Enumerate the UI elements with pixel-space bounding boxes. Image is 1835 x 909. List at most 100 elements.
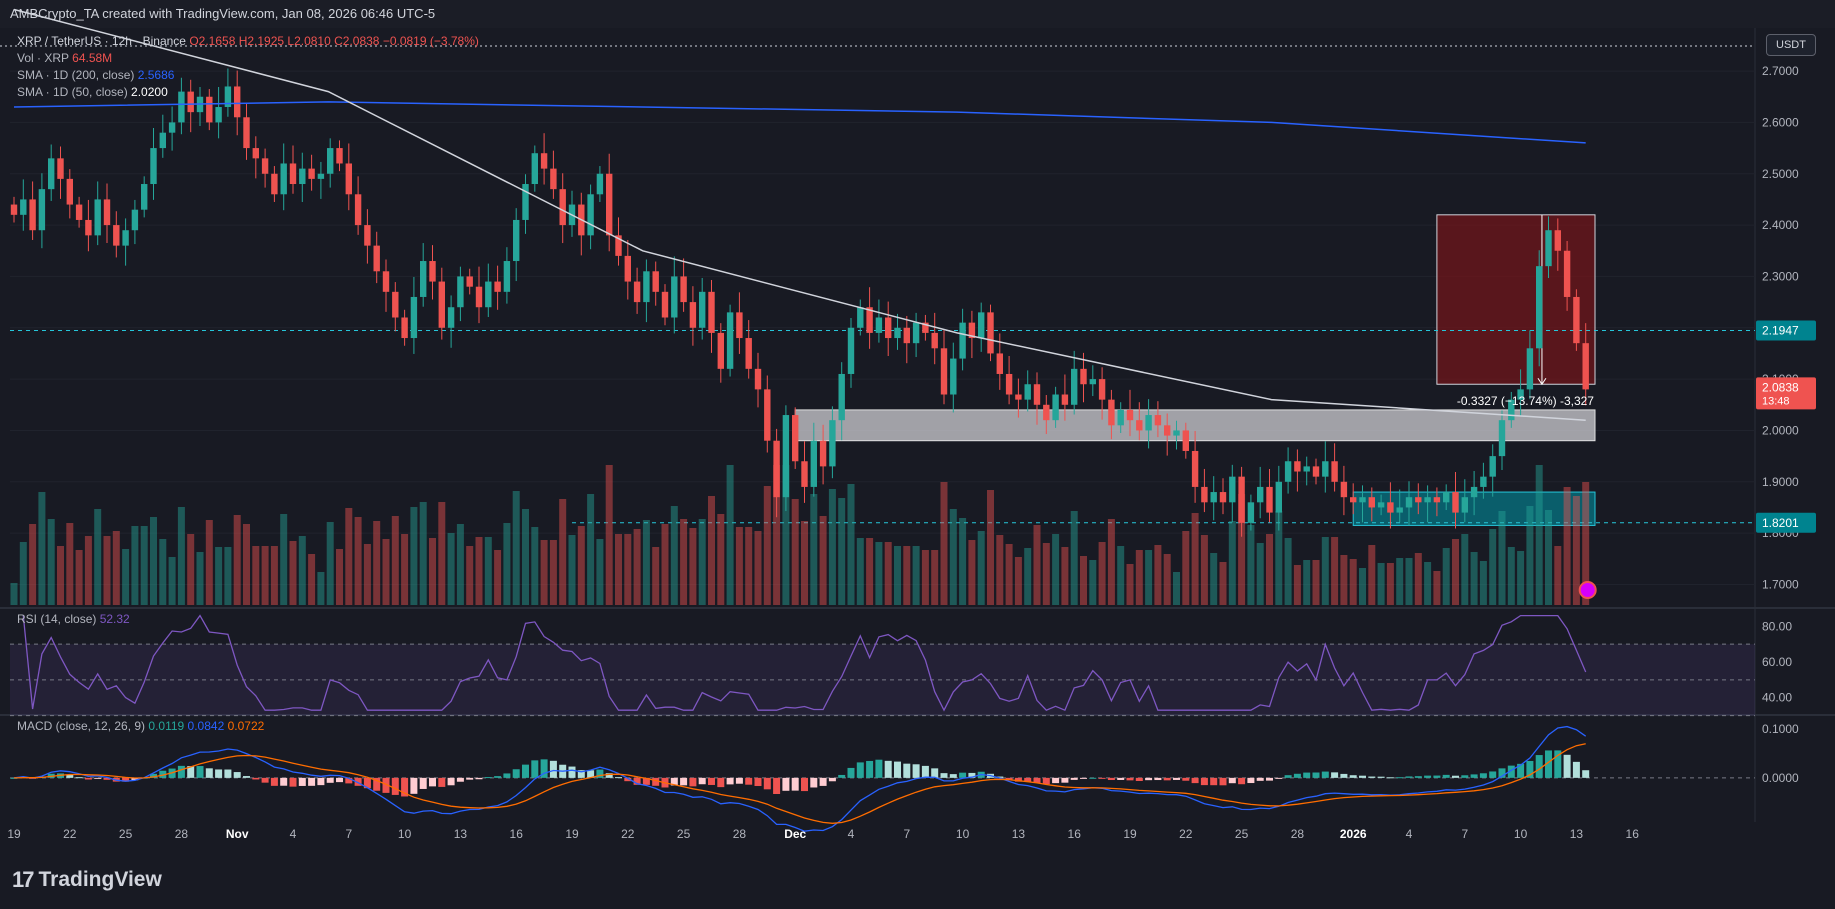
candle	[1145, 415, 1152, 431]
candle	[922, 322, 929, 333]
candle	[1508, 399, 1515, 421]
candle	[10, 204, 18, 215]
volume-bar	[419, 502, 427, 605]
time-tick-label: 19	[1123, 827, 1137, 841]
candle	[996, 353, 1003, 374]
volume-bar	[345, 508, 353, 605]
candle	[410, 296, 418, 339]
candle	[131, 209, 139, 231]
candle	[178, 91, 185, 123]
candle	[1545, 230, 1552, 267]
candle	[1229, 476, 1236, 503]
candle	[810, 440, 817, 487]
volume-bar	[1005, 544, 1013, 605]
candle	[689, 302, 697, 328]
candle	[103, 199, 111, 226]
volume-bar	[354, 517, 362, 605]
candle	[1340, 481, 1348, 498]
candle	[708, 291, 715, 333]
macd-histogram-bar	[503, 773, 511, 778]
macd-histogram-bar	[1349, 775, 1357, 778]
macd-histogram-bar	[996, 776, 1004, 778]
volume-bar	[1563, 487, 1571, 605]
candle	[466, 276, 473, 287]
macd-value: 0.0119	[148, 719, 185, 733]
macd-histogram-bar	[959, 772, 967, 778]
candle	[150, 148, 157, 185]
macd-histogram-bar	[317, 777, 325, 786]
price-tick-label: 2.3000	[1762, 269, 1799, 283]
candle	[643, 271, 650, 303]
volume-bar	[122, 549, 130, 605]
candle	[1517, 389, 1524, 400]
volume-bar	[1386, 563, 1394, 605]
volume-bar	[1303, 560, 1311, 605]
volume-bar	[828, 489, 836, 605]
macd-histogram-bar	[652, 777, 660, 786]
time-tick-label: 13	[454, 827, 468, 841]
candle	[187, 91, 194, 113]
time-tick-label: 25	[677, 827, 691, 841]
macd-histogram-bar	[1433, 775, 1441, 778]
time-tick-label: 7	[903, 827, 910, 841]
candle	[1024, 384, 1031, 400]
time-tick-label: 2026	[1340, 827, 1367, 841]
macd-histogram-bar	[103, 777, 111, 780]
volume-bar	[215, 547, 223, 605]
currency-button[interactable]: USDT	[1766, 34, 1816, 56]
candle	[1136, 420, 1143, 431]
candle	[1173, 430, 1180, 436]
tradingview-logo-icon: 17	[12, 867, 35, 892]
volume-bar	[1042, 543, 1050, 605]
macd-histogram-bar	[1386, 777, 1394, 779]
volume-bar	[1359, 568, 1366, 605]
volume-bar	[819, 516, 827, 605]
candle	[1322, 461, 1329, 477]
volume-bar	[1070, 511, 1078, 605]
volume-bar	[317, 572, 325, 605]
time-tick-label: 7	[1461, 827, 1468, 841]
volume-bar	[940, 482, 948, 605]
macd-histogram-bar	[726, 777, 734, 785]
volume-bar	[1489, 529, 1497, 605]
candle	[1396, 507, 1403, 513]
candle	[299, 168, 306, 185]
attribution-text: AMBCrypto_TA created with TradingView.co…	[10, 6, 436, 21]
volume-bar	[1126, 564, 1134, 605]
candle	[1359, 497, 1366, 503]
time-tick-label: Nov	[226, 827, 249, 841]
sma50-value: 2.0200	[131, 85, 168, 99]
macd-histogram-bar	[484, 777, 492, 779]
volume-bar	[559, 499, 567, 605]
candle	[85, 219, 92, 236]
volume-bar	[66, 523, 74, 605]
macd-histogram-bar	[1163, 777, 1171, 781]
rsi-tick-label: 60.00	[1762, 655, 1792, 669]
volume-bar	[838, 498, 846, 605]
candle	[894, 327, 901, 339]
candle	[1126, 409, 1134, 421]
volume-bar	[670, 506, 678, 605]
volume-bar	[308, 554, 316, 605]
candle	[875, 317, 883, 333]
macd-histogram-bar	[1582, 770, 1590, 778]
tradingview-logo[interactable]: 17 TradingView	[12, 867, 162, 893]
time-tick-label: 10	[1514, 827, 1528, 841]
volume-bar	[1498, 511, 1506, 605]
volume-bar	[1275, 511, 1283, 605]
macd-histogram-bar	[577, 770, 585, 778]
replay-icon	[1578, 581, 1597, 599]
macd-histogram-bar	[1461, 775, 1469, 778]
candle	[1191, 450, 1199, 487]
macd-histogram-bar	[782, 777, 790, 791]
macd-histogram-bar	[326, 777, 334, 783]
macd-histogram-bar	[280, 777, 288, 786]
candle	[1154, 415, 1162, 426]
volume-bar	[1396, 558, 1404, 605]
time-tick-label: 19	[565, 827, 579, 841]
macd-histogram-bar	[689, 777, 697, 787]
time-tick-label: 13	[1012, 827, 1026, 841]
candle	[271, 173, 278, 195]
macd-histogram-bar	[1489, 771, 1497, 778]
